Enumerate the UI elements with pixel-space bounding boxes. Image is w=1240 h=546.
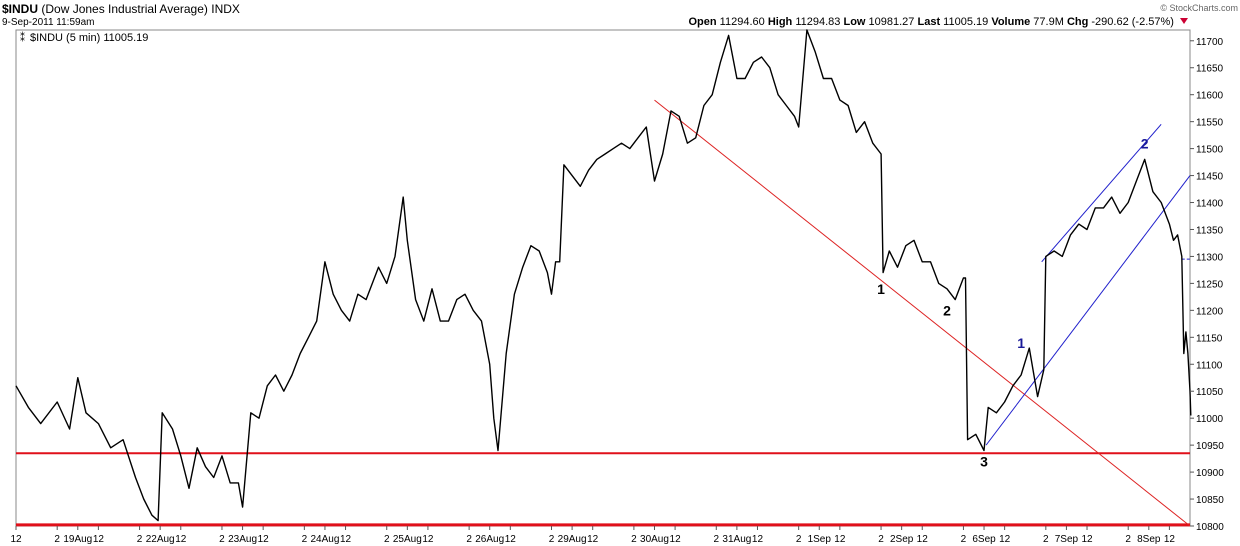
y-tick-label: 11450 [1196, 172, 1224, 183]
x-tick-label: 12 [340, 534, 352, 545]
y-tick-label: 11650 [1196, 64, 1224, 75]
y-tick-label: 11400 [1196, 199, 1224, 210]
x-tick-label: 12 [1164, 534, 1176, 545]
x-tick-label: 2 [219, 534, 225, 545]
x-tick-label: 8Sep [1137, 534, 1161, 545]
x-tick-label: 2 [961, 534, 967, 545]
x-tick-label: 12 [422, 534, 434, 545]
x-tick-label: 1Sep [808, 534, 832, 545]
x-tick-label: 2 [713, 534, 719, 545]
x-tick-label: 19Aug [63, 534, 92, 545]
credit: © StockCharts.com [1160, 3, 1238, 13]
legend-label: $INDU (5 min) 11005.19 [30, 32, 148, 44]
x-tick-label: 2 [384, 534, 390, 545]
y-tick-label: 11600 [1196, 91, 1224, 102]
trendline-channel-lower [985, 175, 1191, 446]
x-tick-label: 2 [1043, 534, 1049, 545]
high-label: High [767, 16, 793, 28]
chart-title: $INDU (Dow Jones Industrial Average) IND… [2, 3, 240, 15]
trendline-downtrend [654, 99, 1191, 527]
x-tick-label: 31Aug [722, 534, 751, 545]
low-value: 10981.27 [868, 16, 915, 28]
x-tick-label: 24Aug [310, 534, 339, 545]
y-tick-label: 11200 [1196, 306, 1224, 317]
wave-label: 3 [980, 454, 988, 470]
y-tick-label: 11150 [1196, 333, 1223, 344]
x-tick-label: 2 [54, 534, 60, 545]
x-tick-label: 22Aug [146, 534, 175, 545]
y-tick-label: 11550 [1196, 118, 1224, 129]
x-tick-label: 30Aug [640, 534, 669, 545]
x-tick-label: 2 [549, 534, 555, 545]
x-tick-label: 2 [796, 534, 802, 545]
chg-label: Chg [1066, 16, 1089, 28]
y-tick-label: 11700 [1196, 37, 1224, 48]
x-tick-label: 12 [587, 534, 599, 545]
index-name: (Dow Jones Industrial Average) [41, 2, 208, 16]
open-label: Open [688, 16, 717, 28]
y-tick-label: 11000 [1196, 414, 1224, 425]
legend-icon: ⁑ [20, 32, 25, 44]
y-tick-label: 11100 [1196, 360, 1223, 371]
last-label: Last [917, 16, 941, 28]
last-value: 11005.19 [943, 16, 989, 28]
y-tick-label: 10950 [1196, 441, 1224, 452]
x-tick-label: 12 [1081, 534, 1093, 545]
wave-label: 1 [877, 281, 885, 297]
wave-label: 1 [1017, 335, 1025, 351]
x-tick-label: 2 [631, 534, 637, 545]
chart-legend: ⁑ $INDU (5 min) 11005.19 [20, 32, 148, 44]
x-tick-label: 2 [878, 534, 884, 545]
x-tick-label: 2 [466, 534, 472, 545]
trendline-channel-upper [1041, 124, 1162, 263]
open-value: 11294.60 [719, 16, 765, 28]
low-label: Low [843, 16, 866, 28]
y-tick-label: 11300 [1196, 252, 1224, 263]
x-tick-label: 12 [505, 534, 517, 545]
exchange: INDX [211, 2, 240, 16]
x-tick-label: 12 [752, 534, 764, 545]
volume-label: Volume [991, 16, 1031, 28]
y-tick-label: 10900 [1196, 468, 1224, 479]
x-tick-label: 12 [10, 534, 22, 545]
chg-value: -290.62 (-2.57%) [1091, 16, 1174, 28]
y-tick-label: 11250 [1196, 279, 1224, 290]
high-value: 11294.83 [795, 16, 841, 28]
x-tick-label: 12 [834, 534, 846, 545]
y-tick-label: 11350 [1196, 225, 1224, 236]
x-tick-label: 12 [670, 534, 682, 545]
x-tick-label: 12 [917, 534, 929, 545]
x-tick-label: 12 [258, 534, 270, 545]
x-tick-label: 26Aug [475, 534, 504, 545]
volume-value: 77.9M [1033, 16, 1064, 28]
x-tick-label: 23Aug [228, 534, 257, 545]
y-tick-label: 11050 [1196, 387, 1224, 398]
x-tick-label: 7Sep [1055, 534, 1079, 545]
timestamp: 9-Sep-2011 11:59am [2, 17, 95, 28]
x-tick-label: 2 [1125, 534, 1131, 545]
symbol: $INDU [2, 2, 39, 16]
x-tick-label: 12 [999, 534, 1011, 545]
wave-label: 2 [1141, 136, 1149, 152]
down-arrow-icon [1180, 18, 1188, 24]
x-tick-label: 12 [93, 534, 105, 545]
y-tick-label: 10850 [1196, 495, 1224, 506]
x-tick-label: 29Aug [558, 534, 587, 545]
x-tick-label: 6Sep [972, 534, 996, 545]
quote-bar: Open 11294.60 High 11294.83 Low 10981.27… [688, 16, 1188, 28]
x-tick-label: 2Sep [890, 534, 914, 545]
y-tick-label: 10800 [1196, 522, 1224, 533]
x-tick-label: 25Aug [393, 534, 422, 545]
x-tick-label: 12 [175, 534, 187, 545]
price-line [15, 29, 1192, 522]
wave-label: 2 [943, 303, 951, 319]
y-tick-label: 11500 [1196, 145, 1224, 156]
x-tick-label: 2 [302, 534, 308, 545]
plot-frame [15, 29, 1191, 527]
x-tick-label: 2 [137, 534, 143, 545]
